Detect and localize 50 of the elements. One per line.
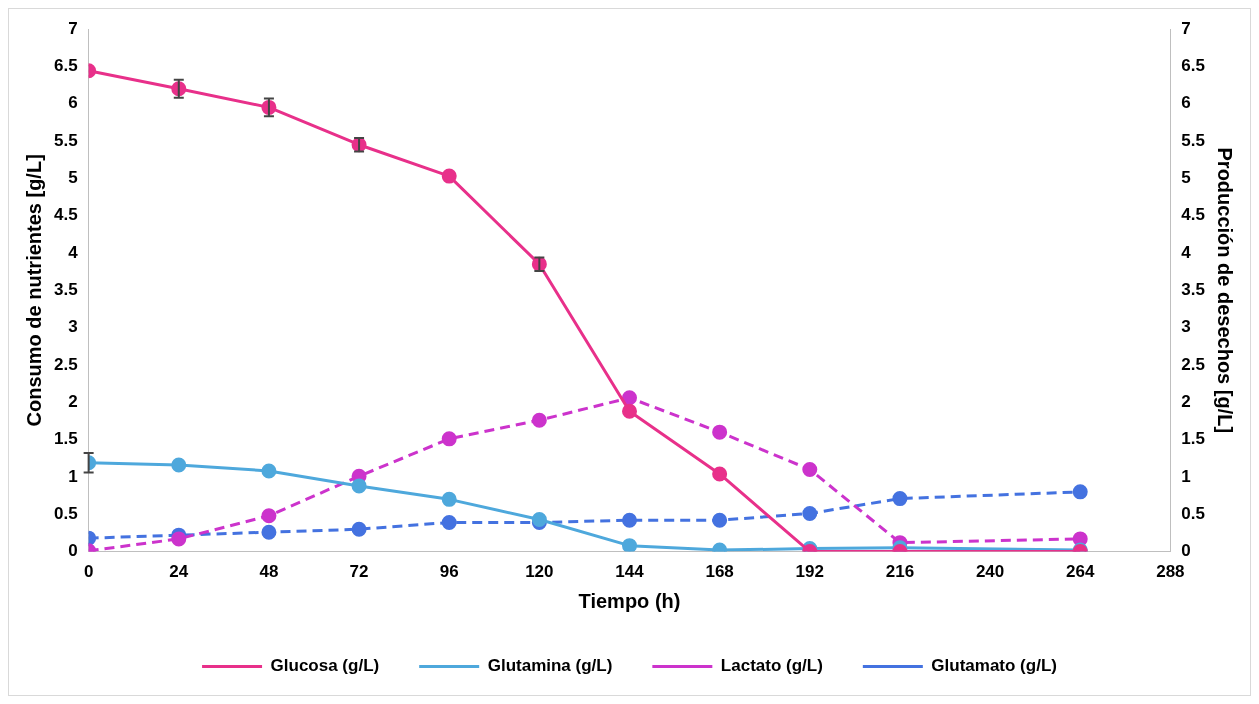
x-tick-label: 24 <box>169 562 189 582</box>
y-tick-label: 7 <box>68 18 78 38</box>
y2-tick-label: 1 <box>1181 466 1191 486</box>
y-tick-label: 2.5 <box>53 354 78 374</box>
x-tick-label: 0 <box>83 562 94 582</box>
legend-label: Glutamina (g/L) <box>487 656 613 676</box>
y-tick-label: 3 <box>68 317 78 337</box>
y2-tick-label: 2.5 <box>1181 354 1206 374</box>
y2-tick-label: 4.5 <box>1181 205 1206 225</box>
y-tick-label: 6.5 <box>53 56 78 76</box>
y-tick-label: 2 <box>68 391 78 411</box>
x-tick-label: 168 <box>705 562 734 582</box>
y-tick-label: 5.5 <box>53 130 78 150</box>
x-tick-label: 264 <box>1066 562 1095 582</box>
y2-axis-title: Producción de desechos [g/L] <box>1214 147 1237 434</box>
y2-tick-label: 0.5 <box>1181 503 1206 523</box>
y-tick-label: 1.5 <box>53 429 78 449</box>
legend-label: Glucosa (g/L) <box>270 656 380 676</box>
x-tick-label: 72 <box>349 562 369 582</box>
legend-label: Lactato (g/L) <box>720 656 823 676</box>
y2-tick-label: 4 <box>1181 242 1192 262</box>
y-tick-label: 0 <box>68 541 78 561</box>
y-tick-label: 0.5 <box>53 503 78 523</box>
x-tick-label: 96 <box>439 562 459 582</box>
x-axis-title: Tiempo (h) <box>578 589 681 612</box>
y2-tick-label: 6.5 <box>1181 56 1206 76</box>
x-tick-label: 48 <box>259 562 279 582</box>
y-axis-title: Consumo de nutrientes [g/L] <box>22 154 45 427</box>
x-tick-label: 144 <box>615 562 645 582</box>
y2-tick-label: 6 <box>1181 93 1191 113</box>
x-tick-label: 288 <box>1156 562 1185 582</box>
y2-tick-label: 0 <box>1181 541 1191 561</box>
y2-tick-label: 1.5 <box>1181 429 1206 449</box>
y2-tick-label: 2 <box>1181 391 1191 411</box>
y-tick-label: 1 <box>68 466 78 486</box>
x-tick-label: 192 <box>795 562 824 582</box>
y-tick-label: 3.5 <box>53 279 78 299</box>
y-tick-label: 5 <box>68 168 78 187</box>
y2-tick-label: 3 <box>1181 317 1191 337</box>
x-tick-label: 216 <box>885 562 915 582</box>
x-tick-label: 120 <box>525 562 554 582</box>
y-tick-label: 6 <box>68 93 78 113</box>
y2-tick-label: 5 <box>1181 168 1191 187</box>
y2-tick-label: 5.5 <box>1181 130 1206 150</box>
x-tick-label: 240 <box>975 562 1005 582</box>
y-tick-label: 4 <box>68 242 79 262</box>
legend-label: Glutamato (g/L) <box>931 656 1057 676</box>
y2-tick-label: 7 <box>1181 18 1191 38</box>
y2-tick-label: 3.5 <box>1181 279 1206 299</box>
y-tick-label: 4.5 <box>53 205 78 225</box>
